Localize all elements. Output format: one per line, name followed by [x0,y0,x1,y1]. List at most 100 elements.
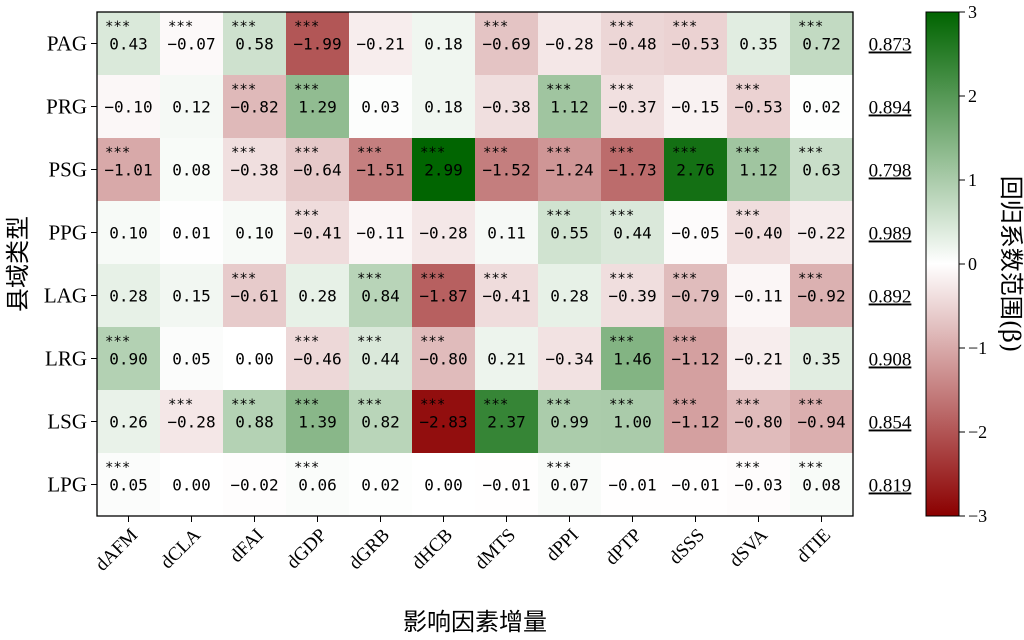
heatmap-cell [412,453,476,517]
cell-value-label: 1.12 [550,98,589,117]
significance-marker: *** [546,145,571,161]
heatmap-cell [160,453,224,517]
heatmap-cell [727,75,791,139]
cell-value-label: −2.83 [419,413,467,432]
y-tick-label: LSG [47,410,87,434]
colorbar-tick-label: −2 [968,422,987,442]
colorbar-tick-label: 1 [968,170,977,190]
significance-marker: *** [609,19,634,35]
colorbar-tick-label: 0 [968,254,977,274]
cell-value-label: −1.01 [104,161,152,180]
cell-value-label: −0.48 [608,35,656,54]
heatmap-cell [160,390,224,454]
heatmap-cell [727,327,791,391]
heatmap-cell [538,12,602,76]
significance-marker: *** [609,397,634,413]
cell-value-label: −1.12 [671,413,719,432]
cell-value-label: 0.43 [109,35,148,54]
heatmap-cell [475,201,539,265]
significance-marker: *** [798,397,823,413]
significance-marker: *** [420,145,445,161]
y-tick-label: PRG [46,95,87,119]
cell-value-label: 2.76 [676,161,715,180]
significance-marker: *** [546,82,571,98]
heatmap-cell [664,12,728,76]
heatmap-cell [538,201,602,265]
significance-marker: *** [294,145,319,161]
cell-value-label: −0.61 [230,287,278,306]
cell-value-label: −0.02 [230,476,278,495]
cell-value-label: 0.05 [172,350,211,369]
heatmap-cell [664,327,728,391]
x-tick-labels: dAFM dCLA dFAI dGDP dGRB dHCB dMTS dPPI dPTP dSSS… [91,516,835,575]
heatmap-cell [664,201,728,265]
colorbar-tick-label: −1 [968,338,987,358]
heatmap-cell [475,327,539,391]
heatmap-cell [349,201,413,265]
heatmap-cell [97,390,161,454]
cell-value-label: 0.26 [109,413,148,432]
cell-value-label: −0.01 [671,476,719,495]
cell-value-label: 0.02 [361,476,400,495]
r2-value: 0.908 [869,350,912,371]
significance-marker: *** [798,145,823,161]
cell-value-label: 0.44 [613,224,652,243]
heatmap-cell [286,390,350,454]
cell-value-label: −1.12 [671,350,719,369]
y-tick-labels: PAG PRG PSG PPG LAG LRG LSG LPG [44,32,97,497]
cell-value-label: 0.08 [172,161,211,180]
cell-value-label: −1.73 [608,161,656,180]
heatmap-cell [160,75,224,139]
heatmap-cell [664,453,728,517]
x-tick-label: dGRB [345,525,394,574]
significance-marker: *** [168,19,193,35]
heatmap-cell [223,390,287,454]
heatmap-cell [97,264,161,328]
significance-marker: *** [420,334,445,350]
heatmap-cell [727,201,791,265]
heatmap-cell [538,138,602,202]
cell-value-label: 0.08 [802,476,841,495]
heatmap-cell [538,390,602,454]
x-tick-label: dCLA [157,524,206,573]
x-axis-label: 影响因素增量 [403,608,547,636]
x-tick-label: dFAI [226,525,268,567]
heatmap-cell [790,138,854,202]
cell-value-label: 1.00 [613,413,652,432]
heatmap-cell [223,75,287,139]
heatmap-cell [790,390,854,454]
cell-value-label: 0.01 [172,224,211,243]
cell-value-label: 0.00 [424,476,463,495]
colorbar-tick-label: −3 [968,506,987,526]
heatmap-cell [790,453,854,517]
cell-value-label: 0.00 [235,350,274,369]
heatmap-cell [475,390,539,454]
heatmap-cell [601,327,665,391]
colorbar-tick-label: 3 [968,2,977,22]
cell-value-label: −0.38 [230,161,278,180]
cell-value-label: −1.51 [356,161,404,180]
significance-marker: *** [420,271,445,287]
significance-marker: *** [294,19,319,35]
y-tick-label: PSG [48,158,87,182]
cell-value-label: 0.35 [802,350,841,369]
significance-marker: *** [483,397,508,413]
r2-column: 0.873 0.894 0.798 0.989 0.892 0.908 0.854 0.819 [869,35,912,497]
significance-marker: *** [357,271,382,287]
cell-value-label: −0.10 [104,98,152,117]
cell-value-label: −0.69 [482,35,530,54]
heatmap-cell [475,264,539,328]
r2-value: 0.819 [869,476,912,497]
significance-marker: *** [483,145,508,161]
heatmap-cell [601,201,665,265]
cell-value-label: −0.80 [734,413,782,432]
cell-value-label: 2.99 [424,161,463,180]
cell-value-label: 1.29 [298,98,337,117]
heatmap-cell [601,264,665,328]
heatmap-cell [160,12,224,76]
cell-value-label: −0.34 [545,350,593,369]
significance-marker: *** [672,145,697,161]
cell-value-label: −0.03 [734,476,782,495]
cell-value-label: −0.28 [419,224,467,243]
